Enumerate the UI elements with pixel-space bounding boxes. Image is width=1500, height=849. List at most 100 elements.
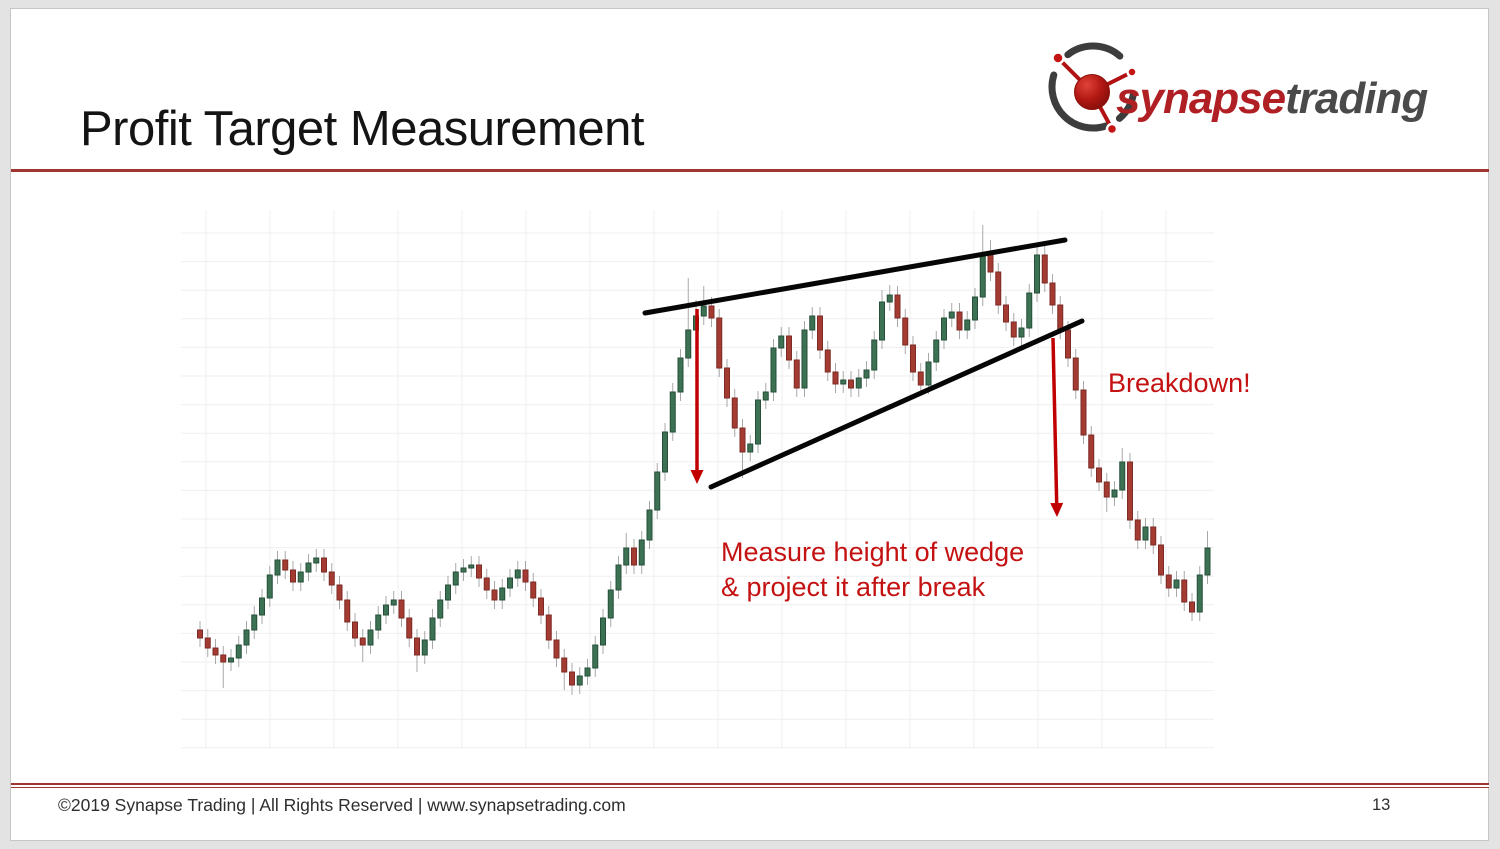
candle-up (266, 574, 273, 599)
candle-up (584, 667, 591, 677)
candle-down (344, 599, 351, 623)
candle-up (313, 557, 320, 564)
candle-up (863, 369, 870, 379)
logo-word-trading: trading (1285, 74, 1428, 123)
candle-up (879, 301, 885, 341)
candle-up (235, 644, 242, 659)
measure-arrow (690, 309, 704, 484)
candle-down (724, 367, 730, 399)
candle-down (716, 317, 723, 369)
candle-down (902, 317, 909, 346)
candle-up (972, 296, 978, 321)
candle-down (1003, 304, 1009, 323)
candle-up (507, 577, 513, 589)
candle-down (987, 252, 994, 273)
candle-up (1173, 579, 1180, 589)
candle-down (553, 639, 560, 659)
candle-up (305, 562, 312, 573)
candle-down (786, 335, 792, 361)
candle-up (755, 399, 761, 445)
candle-up (437, 599, 444, 619)
candle-down (522, 569, 529, 583)
candle-up (607, 589, 614, 619)
candle-down (1057, 304, 1064, 331)
candle-up (460, 567, 467, 573)
candle-up (801, 329, 808, 389)
page-title: Profit Target Measurement (80, 102, 644, 156)
candle-down (917, 371, 924, 386)
candle-down (910, 344, 916, 373)
candle-down (476, 564, 482, 579)
candle-down (631, 547, 637, 566)
candle-up (840, 379, 847, 385)
candle-up (948, 311, 955, 319)
candle-down (359, 637, 366, 646)
candle-up (297, 571, 304, 583)
logo-word-synapse: synapse (1116, 74, 1286, 123)
candle-down (817, 315, 823, 351)
candle-up (871, 339, 878, 371)
candle-up (685, 329, 692, 359)
candle-down (561, 657, 568, 673)
candle-up (1111, 489, 1118, 498)
candle-up (638, 539, 645, 566)
candle-down (336, 584, 343, 601)
candle-down (414, 637, 420, 656)
candle-down (321, 557, 327, 573)
candle-down (1127, 461, 1133, 521)
candle-up (964, 319, 971, 331)
candle-up (654, 471, 661, 511)
wedge-lower-trendline (708, 318, 1085, 490)
candle-up (383, 604, 389, 616)
page-number: 13 (1372, 796, 1391, 814)
candle-up (662, 431, 668, 473)
arrow-head (690, 470, 704, 484)
candle-up (274, 559, 281, 576)
candle-down (956, 311, 963, 331)
candle-down (212, 647, 219, 656)
candle-up (855, 377, 862, 389)
footer-rule (11, 783, 1489, 788)
candle-up (1119, 461, 1126, 491)
candle-down (995, 271, 1002, 306)
candle-down (832, 371, 839, 385)
candle-down (1065, 329, 1071, 359)
candle-down (1150, 526, 1157, 546)
arrow-head (1050, 502, 1064, 517)
logo-arc-icon (1048, 42, 1137, 132)
candle-down (328, 571, 335, 586)
candle-up (592, 644, 599, 669)
candle-up (747, 443, 754, 453)
breakdown-arrow (1050, 337, 1064, 517)
candle-up (677, 357, 684, 393)
candle-up (933, 339, 940, 363)
candle-up (762, 391, 769, 401)
candle-up (1034, 254, 1040, 294)
logo-wordmark: synapsetrading (1116, 74, 1428, 123)
candle-down (793, 359, 800, 389)
candle-up (778, 335, 785, 349)
logo-neuron-icon (1051, 51, 1138, 136)
candle-down (708, 305, 715, 319)
candle-down (894, 294, 901, 319)
candle-down (1041, 254, 1048, 284)
candle-down (1158, 544, 1164, 576)
candle-down (220, 654, 227, 663)
candle-down (1096, 467, 1102, 483)
arrow-shaft (1051, 337, 1059, 504)
candle-up (452, 571, 459, 586)
candle-down (1134, 519, 1141, 541)
candle-up (886, 294, 893, 303)
wedge-upper-trendline (642, 237, 1068, 316)
candle-down (1103, 481, 1110, 498)
candle-down (739, 427, 746, 453)
candle-down (1088, 434, 1095, 469)
candle-up (429, 617, 436, 641)
candle-up (514, 569, 521, 579)
synapse-trading-logo: synapsetrading (1048, 42, 1429, 136)
candle-up (941, 317, 947, 341)
candle-up (243, 629, 250, 646)
candle-up (623, 547, 630, 566)
candle-up (770, 347, 777, 393)
candle-up (615, 564, 622, 591)
